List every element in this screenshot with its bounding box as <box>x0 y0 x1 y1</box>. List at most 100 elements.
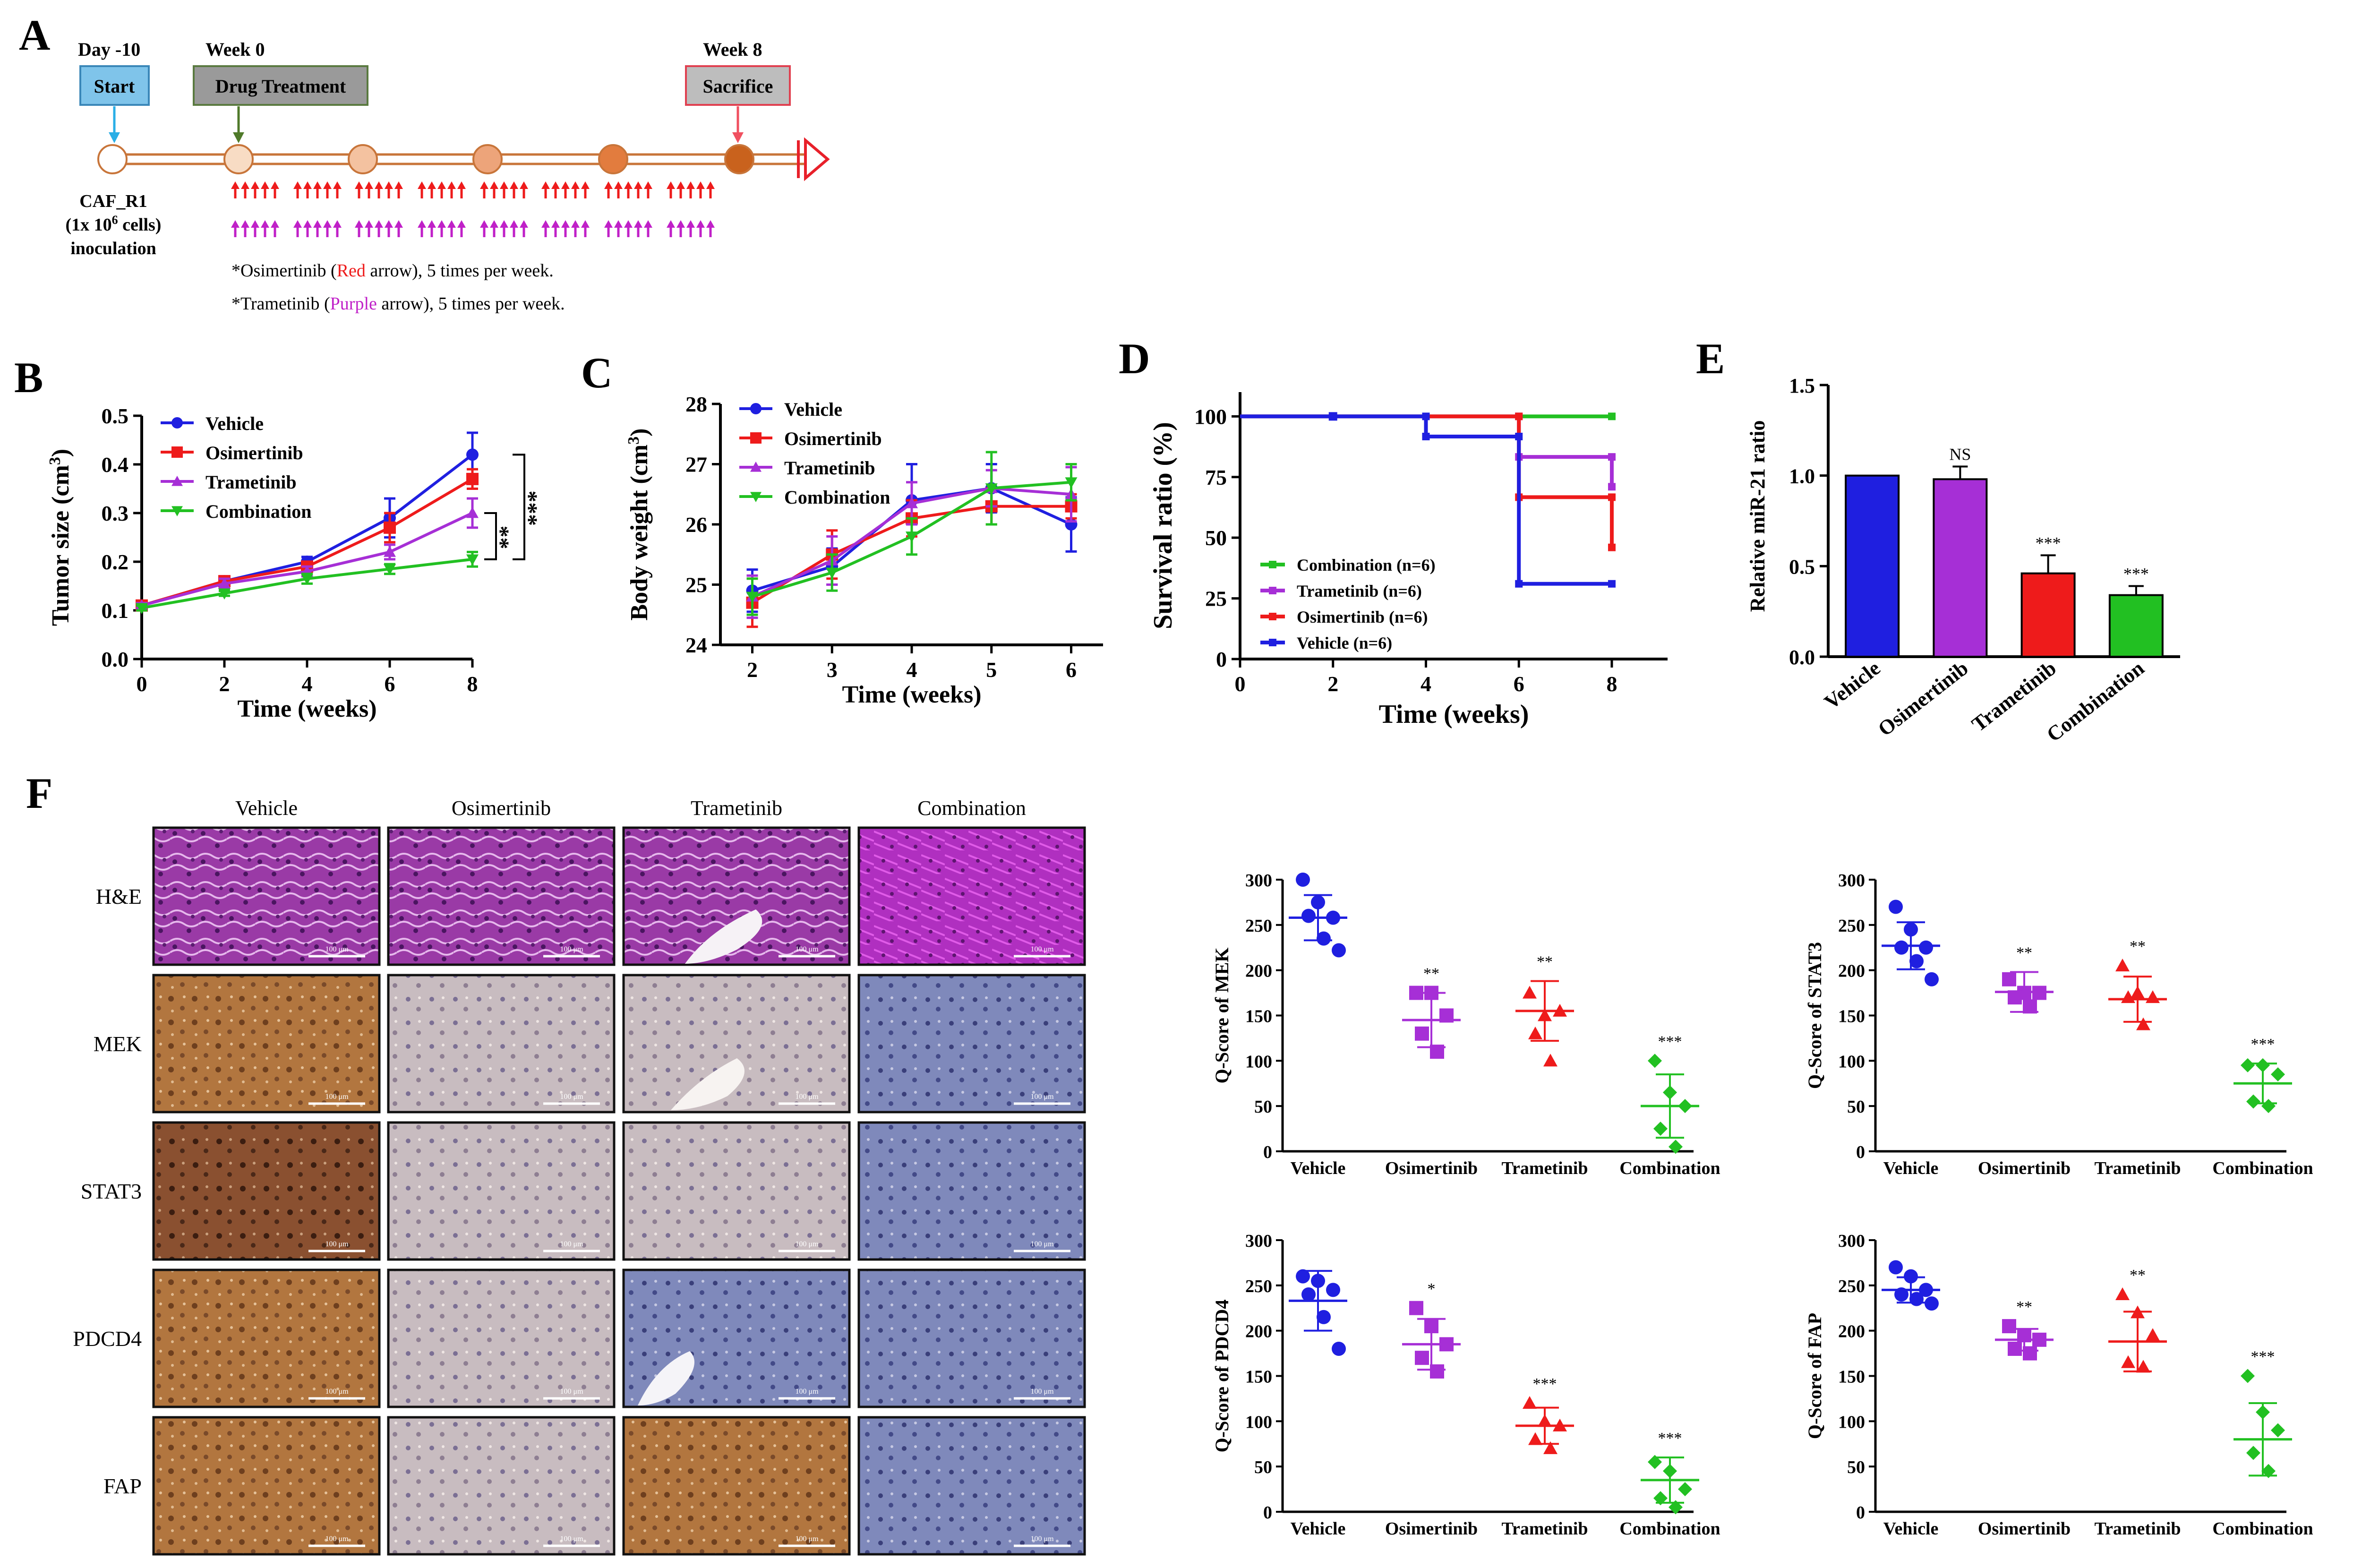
category-label: Trametinib <box>1968 656 2061 736</box>
legend-label: Combination <box>205 501 312 522</box>
tissue-gap <box>685 909 762 964</box>
data-point <box>1543 1441 1558 1454</box>
histology-image <box>622 1416 851 1556</box>
x-tick-label: 8 <box>467 672 478 696</box>
category-label: Combination <box>2042 656 2148 746</box>
category-label: Trametinib <box>2095 1519 2181 1539</box>
x-tick-label: 5 <box>986 658 997 682</box>
x-tick-label: 4 <box>907 658 917 682</box>
data-point-combination <box>906 531 918 543</box>
trametinib-dose-arrowhead <box>437 220 446 228</box>
y-tick-label: 1.5 <box>1789 374 1815 397</box>
legend-label: Combination <box>784 487 890 508</box>
histology-column-label: Osimertinib <box>452 797 551 820</box>
y-tick-label: 0.2 <box>102 550 129 574</box>
data-point <box>1523 1396 1537 1409</box>
osimertinib-dose-arrowhead <box>261 181 269 189</box>
sacrifice-box-label: Sacrifice <box>703 76 773 97</box>
data-point <box>1332 1342 1346 1356</box>
panel-label-b: B <box>14 353 43 402</box>
histology-row-label: STAT3 <box>81 1179 142 1203</box>
legend-marker <box>171 446 183 458</box>
y-tick-label: 300 <box>1838 871 1865 891</box>
data-point <box>2115 959 2130 972</box>
y-tick-label: 0.0 <box>1789 646 1815 669</box>
trametinib-note: *Trametinib (Purple arrow), 5 times per … <box>231 294 565 314</box>
trametinib-dose-arrowhead <box>696 220 705 228</box>
data-point <box>1925 972 1939 986</box>
significance-label: ** <box>1423 965 1439 983</box>
osimertinib-dose-arrowhead <box>634 181 642 189</box>
y-tick-label: 200 <box>1838 1322 1865 1342</box>
legend-label: Osimertinib <box>784 428 882 449</box>
x-tick-label: 6 <box>1066 658 1077 682</box>
osimertinib-dose-arrowhead <box>541 181 550 189</box>
y-tick-label: 200 <box>1838 961 1865 981</box>
trametinib-dose-arrowhead <box>644 220 652 228</box>
scale-bar-label: 100 μm <box>560 1535 583 1543</box>
y-tick-label: 200 <box>1245 961 1272 981</box>
q-score-chart-stat3: 0 50 100 150 200 250 300 Q-Score of STAT3 Vehicl… <box>1804 871 2313 1178</box>
scale-bar-label: 100 μm <box>1030 1535 1054 1543</box>
y-axis-title: Body weight (cm3) <box>625 428 653 621</box>
x-tick-label: 2 <box>219 672 230 696</box>
category-label: Vehicle <box>1820 656 1885 714</box>
trametinib-dose-arrowhead <box>418 220 426 228</box>
tissue-gap <box>638 1351 694 1405</box>
osimertinib-dose-arrowhead <box>241 181 249 189</box>
timeline-shaft <box>111 153 808 165</box>
osimertinib-dose-arrowhead <box>500 181 508 189</box>
trametinib-dose-arrowhead <box>706 220 715 228</box>
data-point <box>2241 1369 2255 1383</box>
data-point-osimertinib <box>384 521 396 534</box>
category-label: Vehicle <box>1883 1158 1939 1178</box>
legend-label: Osimertinib (n=6) <box>1297 608 1428 626</box>
legend-label: Combination (n=6) <box>1297 556 1436 574</box>
inoculation-label: inoculation <box>70 239 156 258</box>
trametinib-dose-arrowhead <box>624 220 633 228</box>
legend-marker <box>171 506 183 516</box>
trametinib-dose-arrowhead <box>520 220 528 228</box>
censor-mark <box>1608 493 1616 501</box>
series-line-osimertinib <box>141 478 473 607</box>
timeline-bar <box>97 137 830 181</box>
x-tick-label: 3 <box>827 658 838 682</box>
sig-bracket-inner <box>484 512 497 560</box>
data-point <box>2002 972 2016 986</box>
osimertinib-dose-arrowhead <box>551 181 560 189</box>
trametinib-dose-arrowhead <box>541 220 550 228</box>
censor-mark <box>1515 432 1523 440</box>
data-point <box>1301 1287 1316 1302</box>
trametinib-dose-arrowhead <box>457 220 466 228</box>
osimertinib-dose-arrowhead <box>604 181 613 189</box>
panel-d-survival: D 0 25 50 75 100 0 2 4 6 8 Time (weeks) Survival ra… <box>1119 334 1668 729</box>
trametinib-dose-arrowhead <box>355 220 363 228</box>
bar-trametinib <box>2020 572 2076 658</box>
trametinib-dose-arrowhead <box>394 220 403 228</box>
trametinib-dose-arrowhead <box>614 220 623 228</box>
y-tick-label: 150 <box>1838 1367 1865 1387</box>
cells-label: (1x 106 cells) <box>66 213 162 235</box>
category-label: Osimertinib <box>1385 1519 1478 1539</box>
dose-arrows <box>231 181 715 237</box>
y-tick-label: 300 <box>1245 1231 1272 1251</box>
y-tick-label: 0.5 <box>102 404 129 428</box>
y-tick-label: 250 <box>1245 916 1272 936</box>
histology-image <box>622 1121 851 1261</box>
legend-marker <box>750 403 762 414</box>
category-label: Osimertinib <box>1874 656 1972 741</box>
drug-treatment-box <box>193 65 368 106</box>
osimertinib-dose-arrowhead <box>394 181 403 189</box>
scale-bar-label: 100 μm <box>560 1240 583 1248</box>
cell-line-label: CAF_R1 <box>79 191 147 211</box>
legend-marker <box>1269 639 1276 646</box>
category-label: Osimertinib <box>1385 1158 1478 1178</box>
legend-marker <box>750 432 762 444</box>
y-tick-label: 100 <box>1245 1052 1272 1071</box>
osimertinib-dose-arrowhead <box>667 181 675 189</box>
osimertinib-dose-arrowhead <box>418 181 426 189</box>
censor-mark <box>1608 412 1616 420</box>
data-point-combination <box>218 588 231 600</box>
x-tick-label: 4 <box>1421 672 1431 696</box>
histology-row-label: MEK <box>94 1032 142 1056</box>
